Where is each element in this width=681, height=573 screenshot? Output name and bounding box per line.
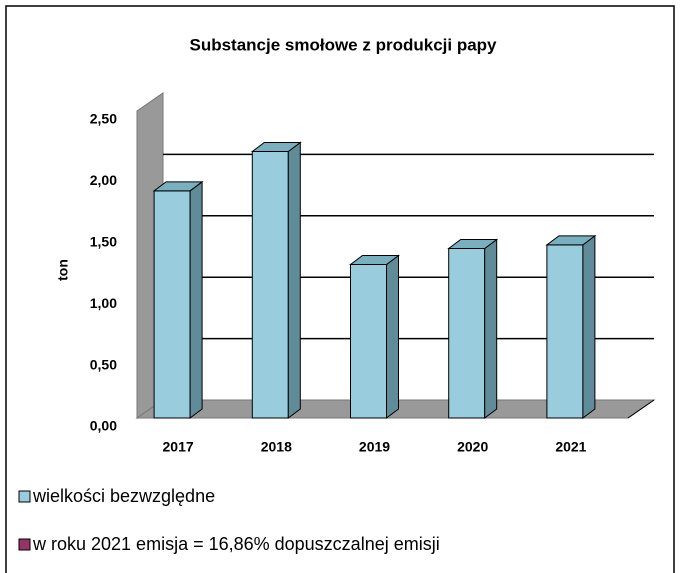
bar bbox=[447, 238, 499, 419]
bar-side bbox=[582, 234, 596, 419]
bar bbox=[545, 234, 597, 419]
bar-side bbox=[484, 238, 498, 419]
bar-front bbox=[350, 264, 387, 419]
bar-front bbox=[546, 244, 584, 419]
bar-top bbox=[349, 255, 400, 265]
y-tick-label: 1,50 bbox=[90, 234, 117, 250]
y-tick-label: 0,00 bbox=[90, 418, 117, 434]
bar-top bbox=[545, 235, 597, 246]
floor-edge bbox=[627, 399, 655, 419]
legend-label: w roku 2021 emisja = 16,86% dopuszczalne… bbox=[32, 534, 440, 554]
bar-front bbox=[251, 151, 289, 419]
y-tick-label: 2,50 bbox=[90, 111, 117, 127]
x-tick-label: 2021 bbox=[555, 439, 586, 455]
bar-side bbox=[189, 180, 203, 419]
x-tick-label: 2017 bbox=[163, 439, 194, 455]
chart-title: Substancje smołowe z produkcji papy bbox=[189, 35, 497, 54]
legend-label: wielkości bezwzględne bbox=[32, 486, 215, 506]
y-tick-label: 2,00 bbox=[90, 172, 117, 188]
bar bbox=[250, 141, 302, 419]
legend-swatch bbox=[18, 538, 31, 551]
bar-side bbox=[386, 254, 399, 419]
bar-top bbox=[250, 142, 302, 153]
legend-swatch bbox=[18, 490, 31, 503]
y-tick-label: 1,00 bbox=[90, 295, 117, 311]
x-tick-label: 2020 bbox=[457, 439, 488, 455]
y-tick-label: 0,50 bbox=[90, 356, 117, 372]
bar-side bbox=[287, 141, 301, 419]
bar-top bbox=[152, 181, 204, 192]
bar-front bbox=[153, 190, 191, 419]
bar bbox=[152, 180, 204, 419]
bar-front bbox=[448, 248, 486, 419]
bar bbox=[349, 254, 400, 419]
x-tick-label: 2018 bbox=[261, 439, 292, 455]
x-tick-label: 2019 bbox=[359, 439, 390, 455]
y-axis-label: ton bbox=[55, 259, 71, 281]
bar-top bbox=[447, 239, 499, 250]
